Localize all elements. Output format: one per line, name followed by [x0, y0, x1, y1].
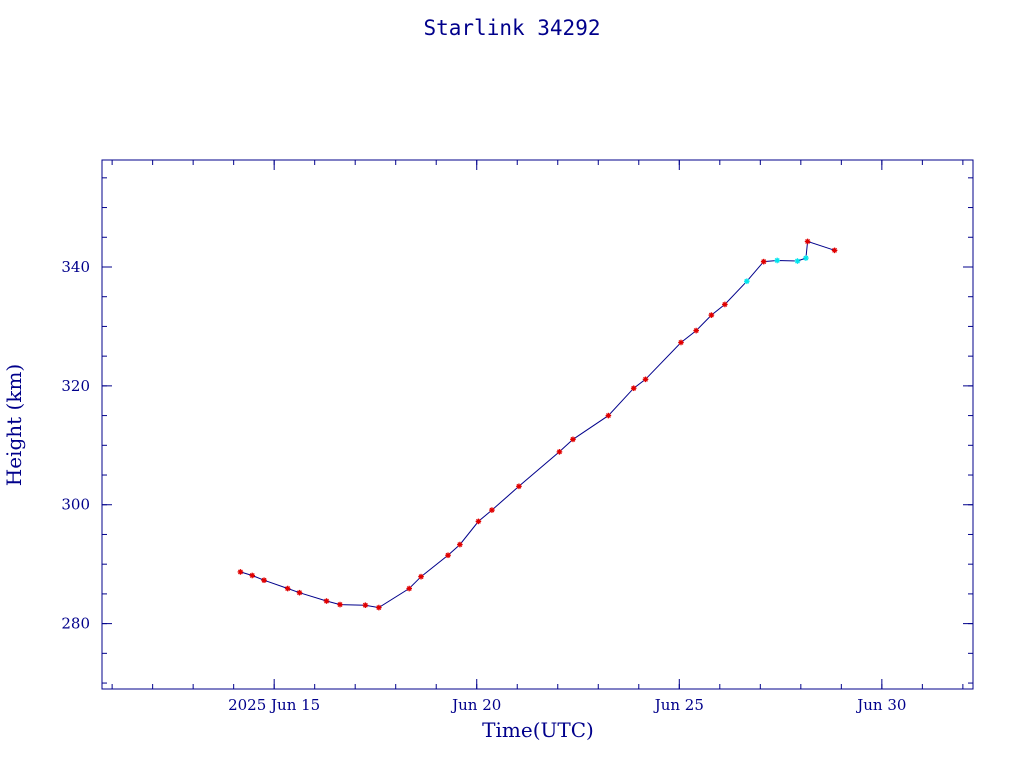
y-tick-label: 340: [61, 258, 90, 276]
chart-title: Starlink 34292: [423, 16, 601, 40]
marker-stroke: [708, 312, 714, 318]
marker-stroke: [722, 301, 728, 307]
series-line: [240, 240, 835, 609]
x-tick-label: Jun 30: [855, 696, 906, 714]
data-point-marker: [337, 601, 343, 608]
series-markers: [237, 238, 838, 611]
marker-stroke: [631, 385, 637, 391]
data-point-marker: [708, 312, 715, 318]
y-axis-label: Height (km): [2, 363, 26, 487]
data-point-marker: [475, 518, 482, 525]
data-point-marker: [261, 577, 267, 584]
data-point-marker: [774, 257, 780, 264]
data-point-marker: [249, 572, 256, 579]
marker-stroke: [605, 413, 611, 419]
data-point-marker: [237, 569, 244, 575]
data-point-marker: [376, 604, 382, 611]
marker-stroke: [643, 376, 648, 382]
marker-stroke: [744, 278, 750, 284]
marker-stroke: [457, 542, 463, 548]
marker-stroke: [556, 449, 562, 455]
y-tick-label: 280: [61, 615, 90, 633]
data-point-marker: [630, 385, 637, 392]
data-point-marker: [722, 301, 728, 308]
data-point-marker: [457, 541, 463, 548]
data-point-marker: [678, 339, 684, 346]
x-axis-label: Time(UTC): [482, 718, 594, 742]
data-point-marker: [489, 507, 495, 513]
data-point-marker: [693, 327, 699, 334]
data-point-marker: [831, 247, 838, 254]
data-point-marker: [642, 376, 649, 383]
data-point-marker: [323, 598, 330, 604]
axis-tick-labels: 2025 Jun 15 Jun 20 Jun 25 Jun 30 280 300 320 34…: [61, 258, 906, 714]
data-point-marker: [296, 589, 303, 596]
data-point-marker: [744, 278, 750, 285]
data-point-marker: [418, 573, 424, 580]
axis-ticks: [102, 160, 973, 689]
marker-stroke: [406, 586, 412, 592]
marker-stroke: [794, 258, 800, 264]
marker-stroke: [285, 586, 291, 592]
marker-stroke: [237, 569, 243, 575]
data-point-marker: [605, 412, 612, 419]
data-point-marker: [362, 602, 369, 608]
marker-stroke: [805, 238, 811, 244]
data-point-marker: [406, 585, 413, 592]
data-point-marker: [794, 258, 801, 264]
marker-stroke: [362, 602, 368, 608]
marker-stroke: [249, 573, 255, 578]
data-point-marker: [760, 258, 767, 265]
marker-stroke: [261, 577, 267, 583]
data-point-marker: [445, 552, 451, 559]
marker-stroke: [774, 257, 780, 263]
data-point-marker: [516, 483, 522, 490]
marker-stroke: [570, 436, 576, 442]
marker-stroke: [297, 590, 302, 596]
data-point-marker: [556, 449, 563, 455]
marker-stroke: [678, 340, 684, 345]
data-point-marker: [570, 436, 576, 443]
marker-stroke: [693, 328, 699, 334]
data-point-marker: [284, 585, 291, 592]
marker-stroke: [832, 247, 838, 253]
marker-stroke: [376, 605, 382, 611]
y-tick-label: 300: [61, 496, 90, 514]
x-tick-label: Jun 25: [653, 696, 704, 714]
marker-stroke: [761, 259, 767, 265]
x-tick-label: 2025 Jun 15: [228, 696, 320, 714]
x-tick-label: Jun 20: [450, 696, 501, 714]
marker-stroke: [475, 518, 481, 524]
marker-stroke: [337, 602, 343, 608]
marker-stroke: [489, 507, 495, 513]
marker-stroke: [445, 552, 451, 558]
marker-stroke: [324, 598, 329, 604]
data-point-marker: [804, 238, 811, 245]
marker-stroke: [803, 255, 809, 261]
marker-stroke: [418, 574, 424, 580]
plot-frame: [101, 159, 974, 690]
marker-stroke: [516, 483, 522, 489]
y-tick-label: 320: [61, 377, 90, 395]
data-point-marker: [803, 255, 809, 261]
